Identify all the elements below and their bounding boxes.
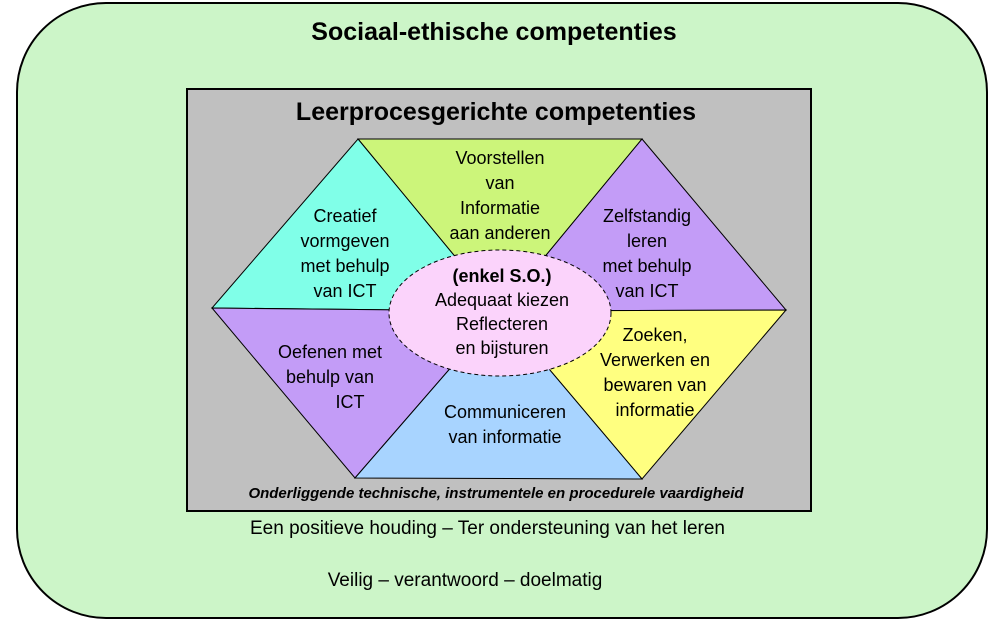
segment-bottom: [353, 310, 644, 480]
outer-title: Sociaal-ethische competenties: [311, 18, 677, 46]
inner-title: Leerprocesgerichte competenties: [295, 98, 697, 126]
segment-upper-left-label: Creatief vormgeven met behulp van ICT: [300, 206, 390, 301]
segment-lower-left-label: Oefenen met behulp van ICT: [277, 342, 383, 412]
center-label: (enkel S.O.) Adequaat kiezen Reflecteren…: [400, 264, 604, 360]
center-ellipse: [388, 249, 612, 377]
attitude-line: Een positieve houding – Ter ondersteunin…: [250, 518, 725, 539]
values-line: Veilig – verantwoord – doelmatig: [327, 570, 603, 591]
segment-lower-right-label: Zoeken, Verwerken en bewaren van informati…: [599, 325, 711, 420]
panel-footnote: Onderliggende technische, instrumentele …: [248, 485, 744, 502]
segment-upper-right-label: Zelfstandig leren met behulp van ICT: [602, 206, 692, 301]
segment-top-label: Voorstellen van Informatie aan anderen: [449, 148, 551, 243]
center-heading: (enkel S.O.): [452, 266, 552, 286]
segment-bottom-label: Communiceren van informatie: [443, 402, 567, 447]
